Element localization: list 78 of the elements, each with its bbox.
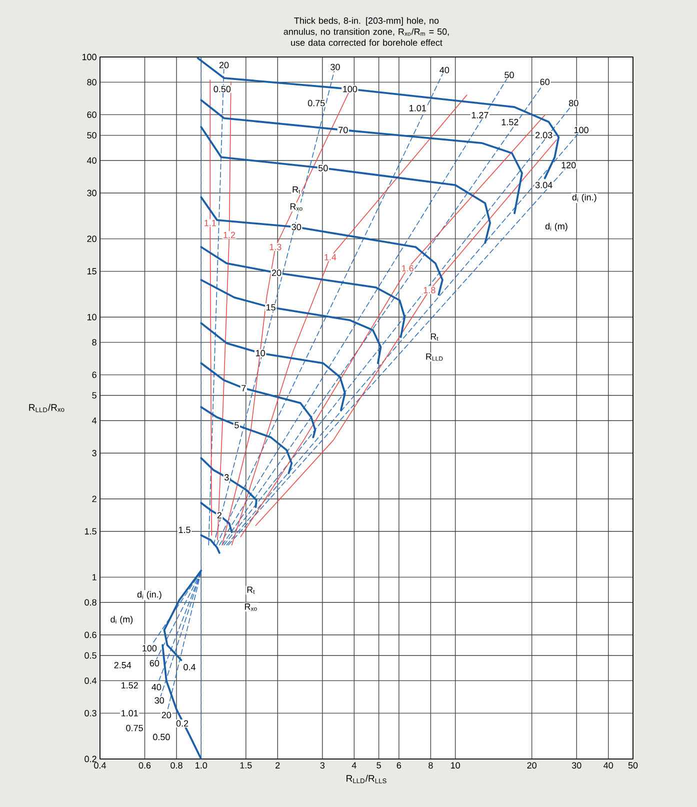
annotation: 2	[217, 512, 222, 518]
annotation: 1.01	[410, 104, 426, 112]
annotation: 1.27	[472, 112, 488, 118]
annotation: 2.54	[114, 662, 132, 668]
y-tick-label: 6	[92, 372, 96, 378]
annotation: 0.75	[308, 100, 325, 106]
y-tick-label: 80	[87, 79, 96, 86]
y-tick-label: 0.4	[84, 677, 97, 684]
annotation: R$_{t}$	[292, 186, 300, 194]
annotation: 1.01	[122, 710, 138, 716]
y-tick-label: 8	[92, 339, 96, 346]
chart-subtitle: use data corrected for borehole effect	[291, 39, 442, 46]
annotation: R$_{xo}$	[290, 203, 302, 211]
series-label: 40	[152, 684, 162, 690]
x-tick-label: 4	[352, 762, 356, 768]
y-tick-label: 3	[92, 450, 96, 456]
y-tick-label: 4	[92, 418, 97, 424]
y-tick-label: 100	[82, 54, 96, 60]
y-axis-title: R$_{LLD}$/R$_{xo}$	[29, 404, 64, 412]
series-label: 30	[330, 64, 340, 70]
series-label: 30	[154, 697, 164, 704]
y-tick-label: 15	[87, 268, 96, 274]
x-tick-label: 40	[604, 762, 614, 769]
annotation: d$_{i}$ (in.)	[137, 590, 162, 600]
x-tick-label: 0.8	[170, 762, 182, 769]
annotation: 5	[234, 422, 239, 428]
x-tick-label: 3	[320, 762, 325, 769]
legend-label: 100	[574, 126, 588, 134]
annotation: d$_{i}$ (m)	[110, 616, 133, 624]
y-tick-label: 50	[87, 132, 96, 138]
y-tick-label: 0.8	[84, 599, 96, 606]
y-tick-label: 20	[87, 236, 96, 242]
annotation: 3.04	[535, 182, 552, 188]
x-axis-title: R$_{LLD}$/R$_{LLS}$	[346, 774, 386, 784]
y-tick-label: 0.5	[84, 652, 96, 659]
annotation: 0.50	[214, 86, 231, 92]
series-label: 50	[504, 72, 514, 78]
series-label: 60	[150, 660, 160, 666]
x-tick-label: 5	[376, 762, 381, 768]
x-tick-label: 1.0	[196, 762, 208, 769]
x-tick-label: 2	[276, 762, 280, 768]
annotation: 1.52	[502, 118, 518, 126]
x-tick-label: 10	[451, 762, 460, 769]
x-tick-label: 30	[572, 762, 582, 769]
series-label: 40	[440, 66, 450, 74]
annotation: 0.4	[184, 664, 196, 670]
annotation: 3	[224, 474, 229, 481]
annotation: 2.03	[536, 132, 552, 138]
annotation: 0.2	[176, 720, 188, 727]
annotation: R$_{xo}$	[245, 604, 257, 611]
y-tick-label: 0.6	[84, 632, 96, 638]
y-tick-label: 0.3	[84, 710, 96, 716]
annotation: R$_{t}$	[430, 333, 438, 341]
y-tick-label: 60	[87, 112, 96, 118]
annotation: R$_{LLD}$	[426, 353, 443, 361]
y-tick-label: 1.5	[84, 528, 96, 535]
y-tick-label: 40	[86, 157, 96, 164]
annotation: 1.52	[122, 682, 138, 689]
x-tick-label: 0.6	[138, 762, 151, 769]
y-tick-label: 10	[87, 314, 96, 320]
y-tick-label: 0.2	[84, 756, 96, 762]
annotation: 0.50	[153, 734, 170, 740]
annotation: 0.75	[126, 724, 143, 732]
annotation: R$_{t}$	[247, 586, 255, 594]
x-tick-label: 20	[527, 762, 536, 769]
series-label: 20	[219, 62, 229, 68]
annotation: d$_{i}$ (in.)	[572, 194, 596, 202]
annotation: 1.5	[178, 526, 190, 534]
x-tick-label: 8	[428, 762, 433, 769]
x-tick-label: 1.5	[240, 762, 252, 768]
y-tick-label: 1	[92, 574, 96, 580]
y-tick-label: 30	[87, 190, 96, 196]
y-tick-label: 2	[92, 496, 96, 502]
y-tick-label: 5	[92, 392, 96, 399]
x-tick-label: 50	[628, 762, 638, 769]
annotation: d$_{i}$ (m)	[545, 222, 568, 232]
annotation: 7	[242, 385, 246, 392]
x-tick-label: 6	[396, 762, 402, 769]
